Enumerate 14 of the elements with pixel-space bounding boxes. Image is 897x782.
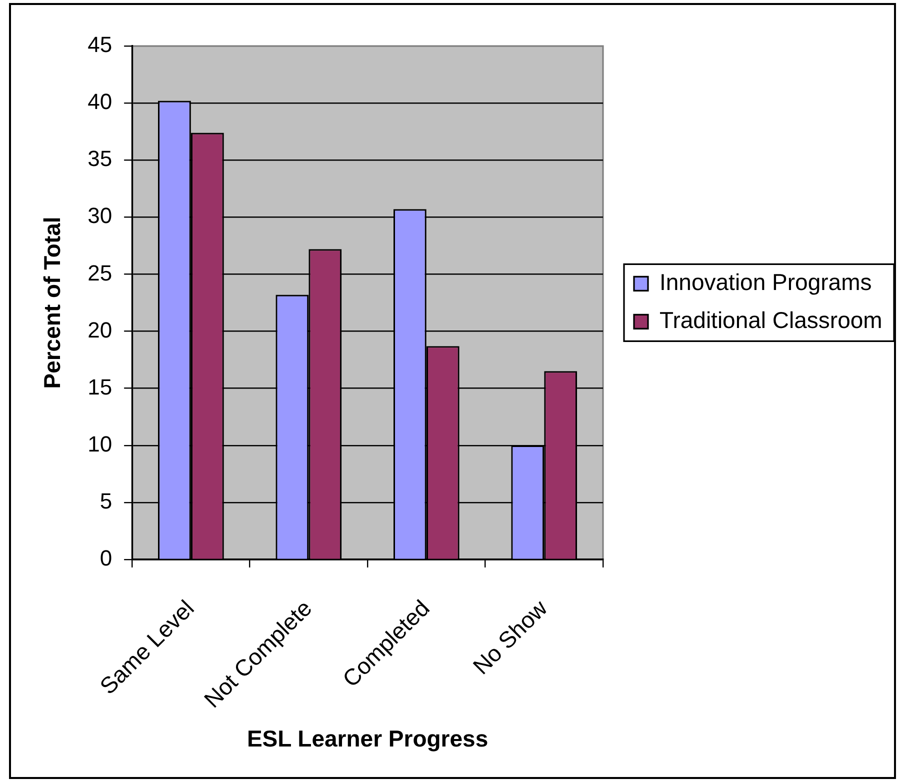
y-axis-title: Percent of Total — [39, 216, 66, 389]
y-tick-label: 5 — [100, 488, 112, 514]
x-axis-title: ESL Learner Progress — [246, 726, 488, 752]
y-tick-label: 25 — [88, 260, 112, 286]
y-tick-label: 35 — [88, 146, 112, 172]
y-tick-label: 15 — [88, 374, 112, 400]
y-tick-label: 0 — [100, 546, 112, 571]
legend-label: Innovation Programs — [660, 269, 872, 296]
y-tick-label: 20 — [88, 317, 112, 342]
y-tick-label: 40 — [88, 89, 112, 114]
y-tick-label: 45 — [88, 32, 112, 58]
y-tick-label: 10 — [88, 431, 112, 456]
y-tick-label: 30 — [88, 203, 112, 228]
legend-label: Traditional Classroom — [660, 307, 882, 334]
